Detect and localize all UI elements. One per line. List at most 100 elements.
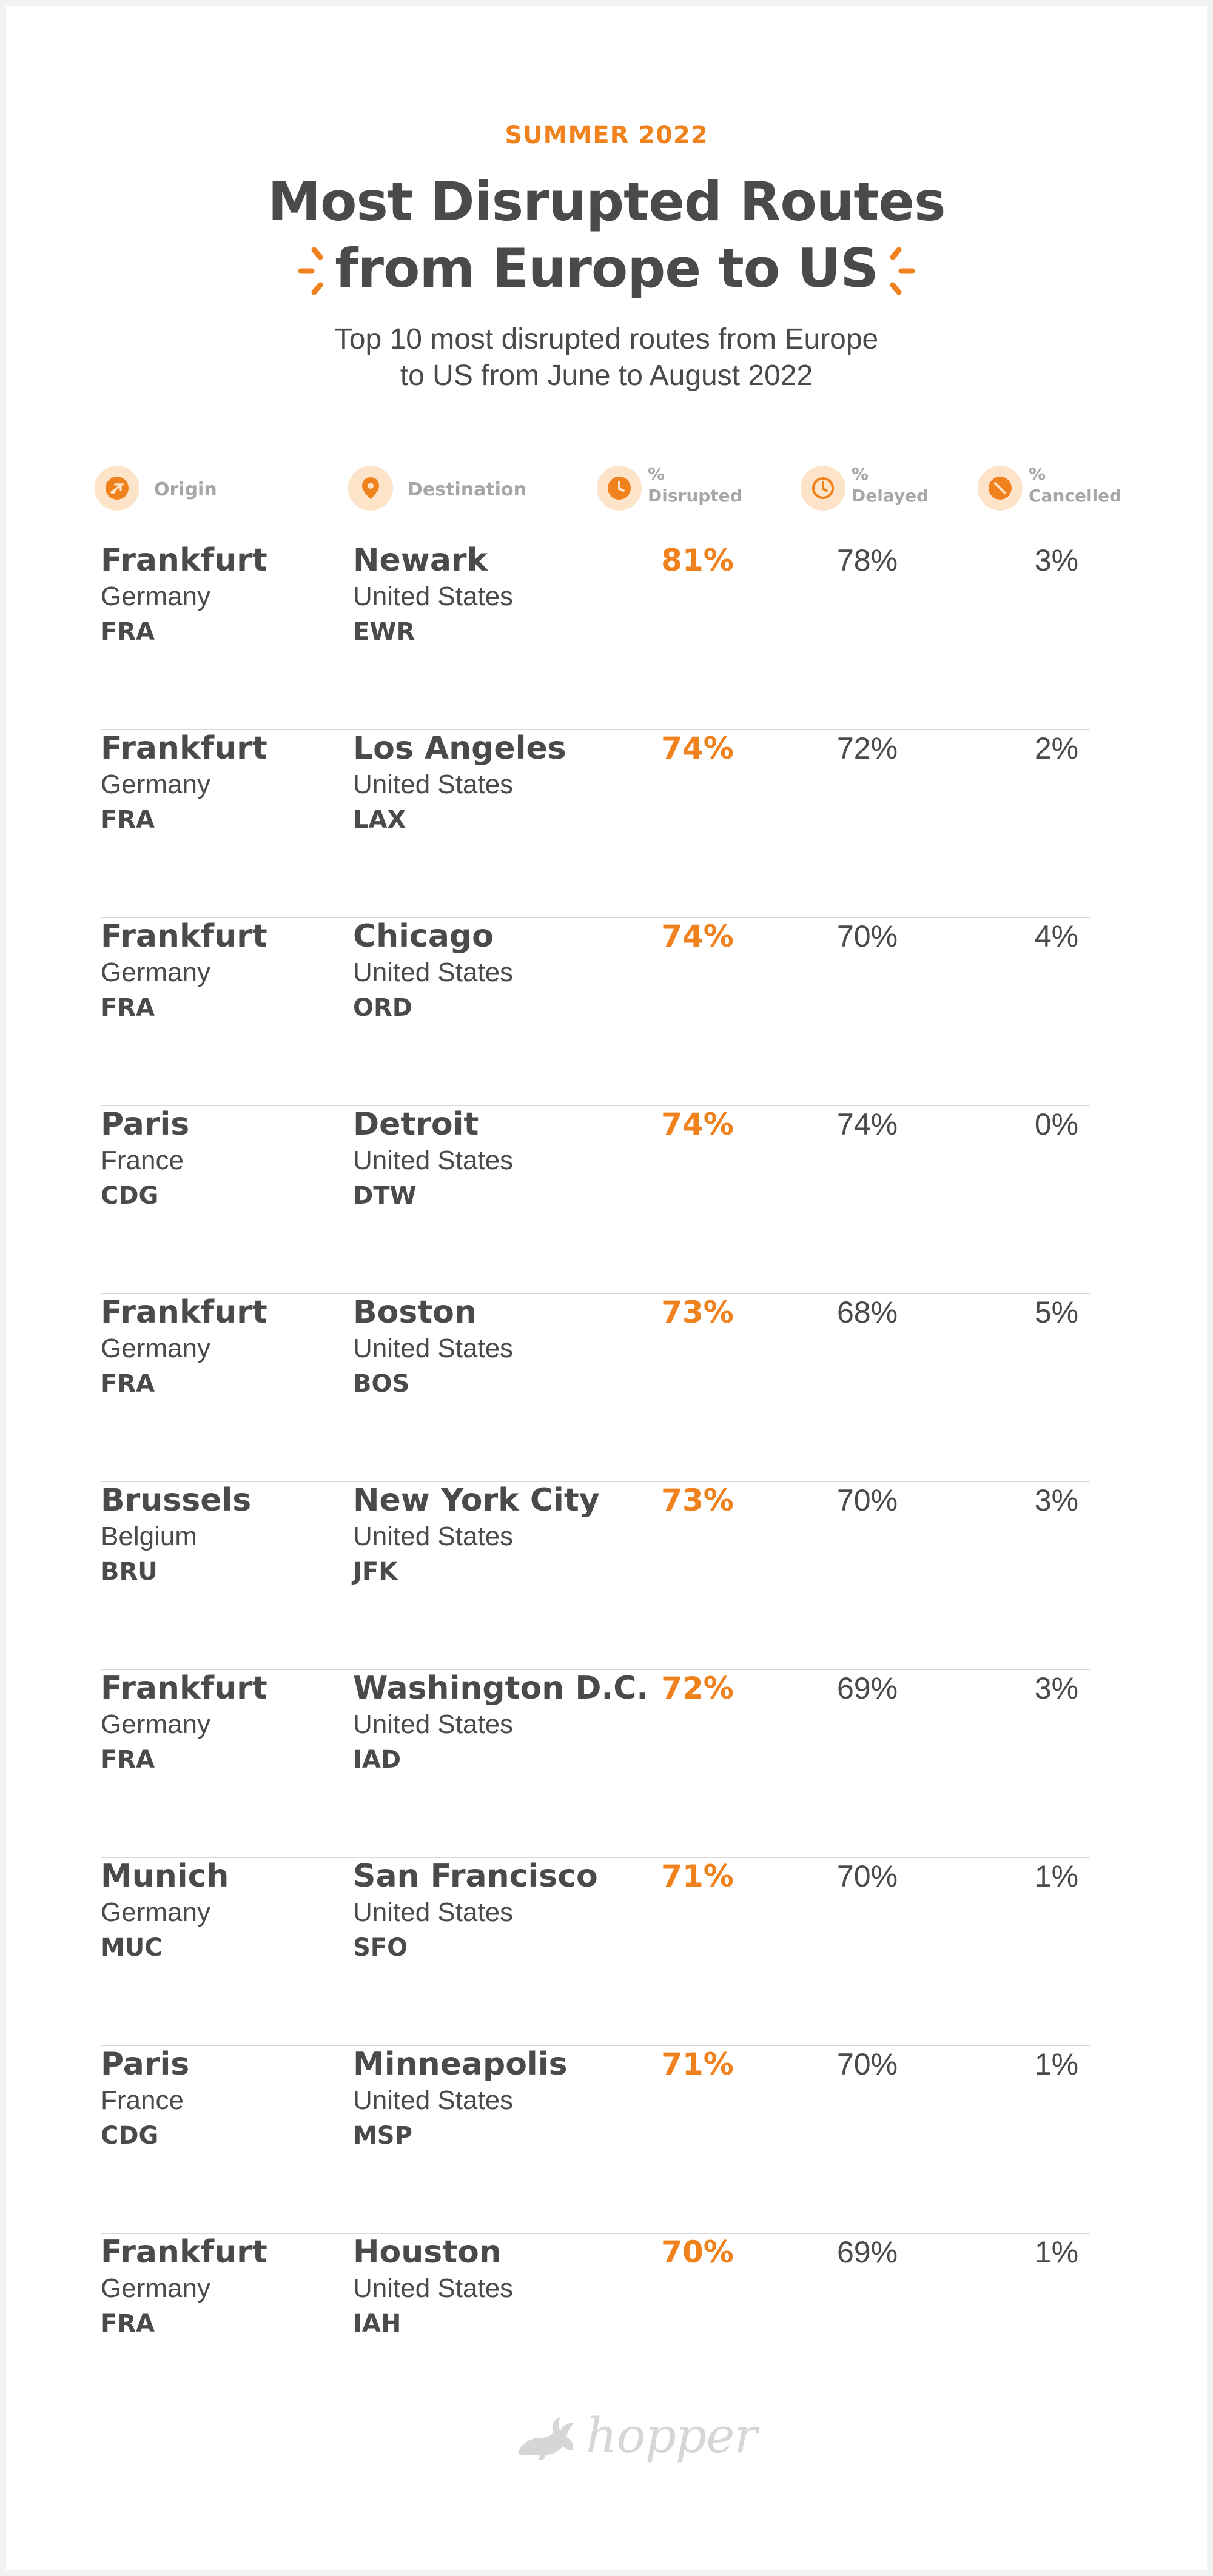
origin-country: Germany: [101, 1897, 210, 1927]
origin-code: FRA: [101, 806, 155, 834]
disrupted-value: 70%: [661, 2235, 734, 2270]
row-divider: [101, 1481, 1090, 1482]
delayed-value: 74%: [836, 1107, 898, 1141]
infographic-card: SUMMER 2022 Most Disrupted Routes from E…: [6, 6, 1207, 2570]
origin-code: FRA: [101, 2310, 155, 2338]
eyebrow-label: SUMMER 2022: [505, 121, 708, 149]
destination-code: BOS: [353, 1370, 410, 1398]
destination-country: United States: [353, 770, 514, 799]
origin-country: Germany: [101, 958, 210, 987]
title-line-2-wrap: from Europe to US: [298, 235, 915, 302]
sparkle-right-icon: [890, 247, 915, 295]
cancelled-value: 1%: [1034, 2235, 1079, 2269]
destination-city: Detroit: [353, 1106, 479, 1142]
origin-country: France: [101, 2085, 184, 2115]
header-disrupted-label: % Disrupted: [648, 463, 742, 507]
table-row: Paris France CDG Minneapolis United States MS…: [101, 2046, 1090, 2234]
header-disrupted-text: Disrupted: [648, 486, 742, 506]
origin-code: FRA: [101, 1746, 155, 1774]
table-row: Frankfurt Germany FRA Boston United States BO…: [101, 1294, 1090, 1482]
origin-country: Germany: [101, 770, 210, 799]
destination-country: United States: [353, 2273, 514, 2303]
disrupted-value: 73%: [661, 1295, 734, 1330]
destination-country: United States: [353, 582, 514, 611]
table-row: Frankfurt Germany FRA Chicago United States O…: [101, 918, 1090, 1106]
sparkle-left-icon: [298, 247, 323, 295]
origin-code: FRA: [101, 994, 155, 1022]
origin-code: CDG: [101, 1182, 159, 1210]
origin-city: Paris: [101, 1106, 190, 1142]
disrupted-value: 74%: [661, 1107, 734, 1142]
delayed-value: 70%: [836, 1483, 898, 1517]
table-row: Brussels Belgium BRU New York City United St…: [101, 1482, 1090, 1670]
bunny-icon: [518, 2417, 574, 2460]
origin-country: Germany: [101, 1709, 210, 1739]
destination-city: Minneapolis: [353, 2046, 568, 2082]
destination-code: DTW: [353, 1182, 417, 1210]
subtitle-line-2: to US from June to August 2022: [400, 360, 813, 392]
row-divider: [101, 729, 1090, 730]
delayed-icon-badge: [801, 466, 845, 511]
origin-code: FRA: [101, 618, 155, 646]
destination-country: United States: [353, 1521, 514, 1551]
origin-country: Belgium: [101, 1521, 197, 1551]
cancelled-value: 2%: [1034, 731, 1079, 765]
disrupted-value: 73%: [661, 1483, 734, 1518]
delayed-value: 69%: [836, 1671, 898, 1705]
cancelled-value: 1%: [1034, 2047, 1079, 2081]
subtitle-line-1: Top 10 most disrupted routes from Europe: [334, 323, 879, 355]
origin-country: Germany: [101, 1333, 210, 1363]
clock-outline-icon: [812, 477, 834, 499]
origin-code: FRA: [101, 1370, 155, 1398]
origin-country: Germany: [101, 582, 210, 611]
header-cancelled-pct: %: [1029, 464, 1046, 484]
destination-country: United States: [353, 1897, 514, 1927]
cancelled-value: 1%: [1034, 1859, 1079, 1893]
cancelled-value: 4%: [1034, 919, 1079, 953]
cancelled-value: 5%: [1034, 1295, 1079, 1329]
origin-code: CDG: [101, 2122, 159, 2150]
origin-city: Frankfurt: [101, 1294, 267, 1330]
destination-icon-badge: [348, 466, 393, 511]
disrupted-value: 81%: [661, 543, 734, 578]
header-cancelled-label: % Cancelled: [1029, 463, 1121, 507]
header-delayed-pct: %: [852, 464, 869, 484]
destination-code: EWR: [353, 618, 415, 646]
cancelled-value: 3%: [1034, 1671, 1079, 1705]
header-destination-label: Destination: [408, 479, 526, 500]
delayed-value: 68%: [836, 1295, 898, 1329]
table-row: Munich Germany MUC San Francisco United Stat…: [101, 1858, 1090, 2046]
origin-city: Frankfurt: [101, 2234, 267, 2270]
destination-code: MSP: [353, 2122, 412, 2150]
disrupted-value: 72%: [661, 1671, 734, 1706]
disrupted-value: 74%: [661, 731, 734, 766]
hopper-logo: hopper: [514, 2407, 758, 2474]
title-line-1: Most Disrupted Routes: [267, 170, 946, 233]
destination-code: JFK: [353, 1558, 398, 1586]
row-divider: [101, 917, 1090, 918]
cancelled-value: 3%: [1034, 1483, 1079, 1517]
destination-code: ORD: [353, 994, 413, 1022]
header-disrupted-pct: %: [648, 464, 665, 484]
destination-city: San Francisco: [353, 1858, 598, 1894]
origin-code: MUC: [101, 1934, 163, 1962]
delayed-value: 72%: [836, 731, 898, 765]
cancelled-value: 3%: [1034, 543, 1079, 577]
origin-city: Munich: [101, 1858, 229, 1894]
origin-country: France: [101, 1145, 184, 1175]
destination-code: IAD: [353, 1746, 402, 1774]
destination-city: Newark: [353, 542, 488, 579]
delayed-value: 70%: [836, 2047, 898, 2081]
origin-city: Paris: [101, 2046, 190, 2082]
destination-city: Chicago: [353, 918, 494, 954]
row-divider: [101, 1857, 1090, 1858]
destination-country: United States: [353, 958, 514, 987]
destination-city: Houston: [353, 2234, 502, 2270]
destination-city: Los Angeles: [353, 730, 566, 766]
cancelled-icon-badge: [978, 466, 1023, 511]
row-divider: [101, 2045, 1090, 2046]
destination-city: Washington D.C.: [353, 1670, 649, 1706]
delayed-value: 78%: [836, 543, 898, 577]
delayed-value: 69%: [836, 2235, 898, 2269]
delayed-value: 70%: [836, 919, 898, 953]
